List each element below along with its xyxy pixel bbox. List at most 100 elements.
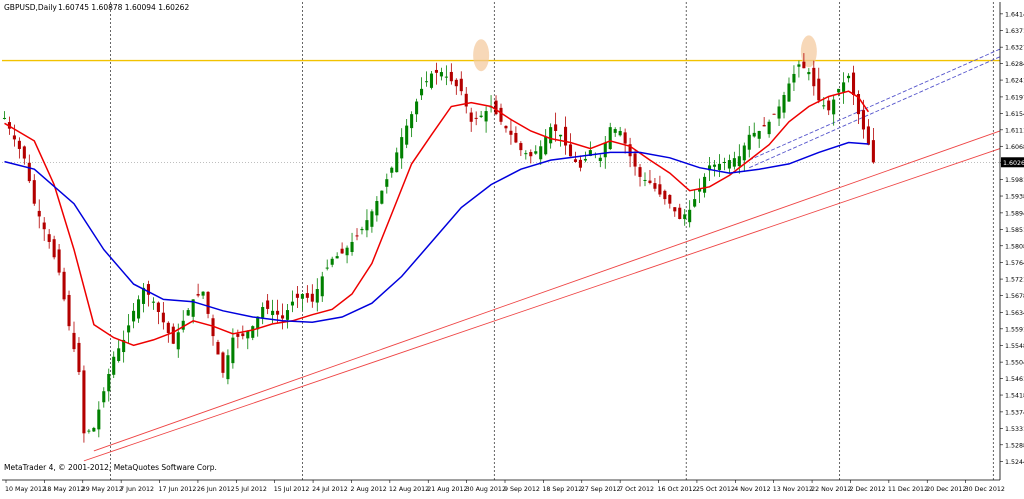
trendline: [93, 130, 1001, 452]
x-tick-label: 30 Aug 2012: [466, 486, 506, 493]
candle-body: [112, 356, 116, 375]
candle-body: [623, 132, 627, 144]
candle-body: [559, 134, 563, 137]
candle-body: [578, 159, 582, 168]
x-tick-label: 13 Nov 2012: [773, 486, 813, 493]
x-tick-label: 2 Aug 2012: [350, 486, 386, 493]
candle-body: [385, 179, 389, 187]
candle-body: [762, 125, 766, 127]
candle-body: [375, 201, 379, 216]
candle-body: [737, 156, 741, 167]
candle-body: [608, 127, 612, 150]
y-tick-label: 1.55480: [1005, 343, 1024, 350]
y-tick-label: 1.63270: [1005, 45, 1024, 52]
x-tick-label: 18 May 2012: [43, 486, 84, 493]
candle-body: [484, 111, 488, 122]
candle-body: [181, 320, 185, 330]
candle-body: [499, 107, 503, 122]
candle-body: [509, 130, 513, 135]
y-tick-label: 1.54610: [1005, 376, 1024, 383]
candle-body: [459, 78, 463, 92]
candle-body: [102, 391, 106, 403]
y-tick-label: 1.58080: [1005, 243, 1024, 250]
candle-body: [62, 271, 66, 300]
y-tick-label: 1.61970: [1005, 94, 1024, 101]
candle-body: [851, 72, 856, 95]
x-tick-label: 26 Jun 2012: [197, 486, 235, 493]
candle-body: [514, 132, 518, 143]
candle-body: [866, 126, 870, 145]
candle-body: [693, 199, 697, 207]
candle-body: [330, 258, 334, 265]
candle-body: [842, 82, 846, 92]
candle-body: [534, 151, 538, 154]
candle-body: [633, 153, 637, 167]
candle-body: [72, 332, 76, 350]
candle-body: [52, 239, 56, 258]
candle-body: [568, 144, 573, 157]
candle-body: [390, 167, 394, 173]
y-tick-label: 1.56780: [1005, 293, 1024, 300]
candle-body: [410, 114, 414, 129]
candle-body: [524, 153, 528, 155]
y-tick-label: 1.54180: [1005, 393, 1024, 400]
candle-body: [444, 76, 448, 78]
candle-body: [141, 287, 146, 304]
y-tick-label: 1.52440: [1005, 459, 1024, 466]
candle-body: [32, 180, 36, 204]
candle-body: [454, 79, 458, 87]
candle-body: [861, 110, 865, 130]
candle-body: [196, 294, 200, 296]
candle-body: [648, 180, 652, 184]
candle-body: [678, 207, 682, 219]
candle-body: [817, 78, 821, 101]
candle-body: [564, 126, 568, 146]
candle-body: [519, 143, 523, 151]
x-tick-label: 24 Jul 2012: [312, 486, 348, 493]
candle-body: [429, 73, 434, 88]
candle-body: [722, 161, 726, 163]
chart-footer: MetaTrader 4, © 2001-2012, MetaQuotes So…: [4, 463, 217, 472]
candle-body: [772, 113, 776, 115]
y-tick-label: 1.59810: [1005, 177, 1024, 184]
y-tick-label: 1.58940: [1005, 210, 1024, 217]
candle-body: [27, 162, 31, 182]
candle-body: [37, 210, 41, 217]
candle-body: [117, 348, 121, 362]
candle-body: [767, 121, 771, 135]
candle-body: [22, 146, 26, 159]
candle-body: [107, 373, 111, 392]
candle-body: [871, 140, 875, 163]
candle-body: [424, 81, 429, 83]
candle-body: [290, 301, 295, 306]
candle-body: [782, 94, 786, 113]
chart-title: GBPUSD,Daily: [4, 3, 57, 12]
candle-body: [146, 284, 151, 295]
candle-body: [345, 247, 349, 256]
candle-body: [395, 152, 399, 173]
x-tick-label: 16 Oct 2012: [658, 486, 697, 493]
x-tick-label: 7 Jun 2012: [120, 486, 154, 493]
candle-body: [122, 339, 126, 353]
current-price-box: [1001, 157, 1024, 168]
y-tick-label: 1.57210: [1005, 277, 1024, 284]
y-tick-label: 1.58510: [1005, 227, 1024, 234]
candle-body: [271, 310, 275, 316]
candle-body: [176, 332, 180, 350]
candle-body: [246, 331, 250, 339]
candle-body: [156, 302, 160, 312]
y-tick-label: 1.60680: [1005, 144, 1024, 151]
candle-body: [469, 112, 473, 122]
candle-body: [683, 214, 687, 220]
candle-body: [57, 249, 61, 273]
candle-body: [127, 325, 131, 333]
candle-body: [300, 294, 304, 299]
candle-body: [221, 352, 225, 373]
candle-body: [797, 64, 801, 67]
y-tick-label: 1.62840: [1005, 61, 1024, 68]
candle-body: [668, 194, 672, 204]
candle-body: [638, 167, 642, 177]
x-tick-label: 21 Aug 2012: [427, 486, 467, 493]
